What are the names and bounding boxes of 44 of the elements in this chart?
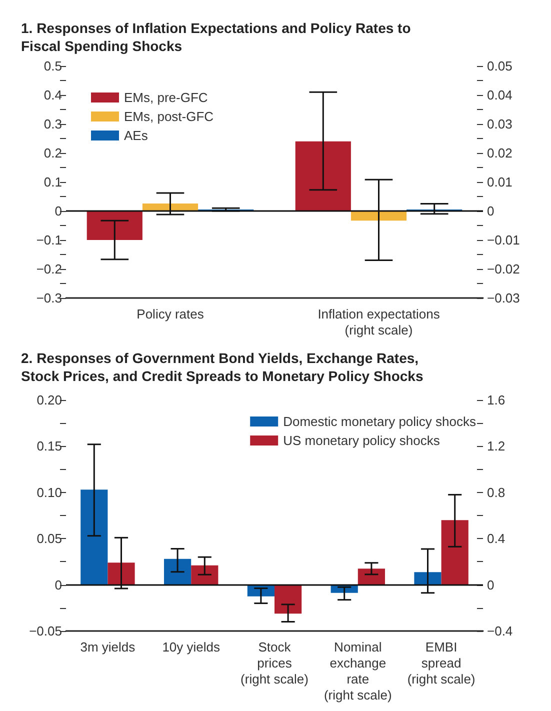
y-tick-label: −0.2 bbox=[36, 262, 62, 276]
y-tick-label: 0.5 bbox=[44, 58, 62, 74]
chart-title: 2. Responses of Government Bond Yields, Exchange Rates, Stock Prices, and Credit Spreads to Monetary Policy Shocks bbox=[21, 350, 424, 384]
y-tick-label: 0 bbox=[54, 577, 62, 592]
x-tick-label: EMBI spread (right scale) bbox=[407, 640, 476, 686]
x-tick-label: 10y yields bbox=[162, 640, 220, 654]
y-tick-label: −0.1 bbox=[36, 232, 62, 248]
legend-label: AEs bbox=[124, 128, 148, 143]
legend-label: Domestic monetary policy shocks bbox=[283, 414, 476, 429]
y2-tick-label: −0.01 bbox=[487, 232, 520, 248]
y-tick-label: −0.05 bbox=[29, 624, 62, 638]
y2-tick-label: 0.4 bbox=[487, 531, 506, 546]
y2-tick-label: 0.8 bbox=[487, 484, 506, 500]
y-tick-label: 0.4 bbox=[44, 88, 62, 102]
y2-tick-label: 0.05 bbox=[487, 58, 512, 74]
y2-tick-label: 0 bbox=[487, 204, 494, 218]
y-tick-label: 0.20 bbox=[36, 392, 62, 408]
x-tick-label: Policy rates bbox=[136, 306, 204, 322]
x-tick-label: Stock prices (right scale) bbox=[240, 640, 308, 686]
y2-tick-label: −0.03 bbox=[487, 290, 520, 306]
y2-tick-label: 0 bbox=[487, 577, 494, 592]
y-tick-label: 0.15 bbox=[36, 438, 62, 454]
legend-label: EMs, pre-GFC bbox=[124, 90, 208, 105]
x-tick-label: 3m yields bbox=[80, 640, 136, 654]
y2-tick-label: 0.01 bbox=[487, 174, 512, 190]
y-tick-label: 0.3 bbox=[44, 116, 62, 132]
legend-label: US monetary policy shocks bbox=[283, 433, 440, 448]
y-tick-label: 0.10 bbox=[36, 484, 62, 500]
y-tick-label: 0 bbox=[54, 204, 62, 218]
y-tick-label: −0.3 bbox=[36, 290, 62, 306]
y-tick-label: 0.1 bbox=[44, 174, 62, 190]
y2-tick-label: 1.6 bbox=[487, 392, 506, 408]
x-tick-label: Inflation expectations (right scale) bbox=[318, 306, 440, 338]
y2-tick-label: 0.02 bbox=[487, 146, 512, 160]
y-tick-label: 0.2 bbox=[44, 146, 62, 160]
legend-label: EMs, post-GFC bbox=[124, 109, 214, 124]
x-tick-label: Nominal exchange rate (right scale) bbox=[324, 640, 392, 702]
y2-tick-label: −0.4 bbox=[487, 624, 513, 638]
y2-tick-label: −0.02 bbox=[487, 262, 520, 276]
chart-title: 1. Responses of Inflation Expectations and Policy Rates to Fiscal Spending Shocks bbox=[21, 20, 411, 54]
y2-tick-label: 0.04 bbox=[487, 88, 512, 102]
y-tick-label: 0.05 bbox=[36, 531, 62, 546]
y2-tick-label: 1.2 bbox=[487, 438, 506, 454]
y2-tick-label: 0.03 bbox=[487, 116, 512, 132]
